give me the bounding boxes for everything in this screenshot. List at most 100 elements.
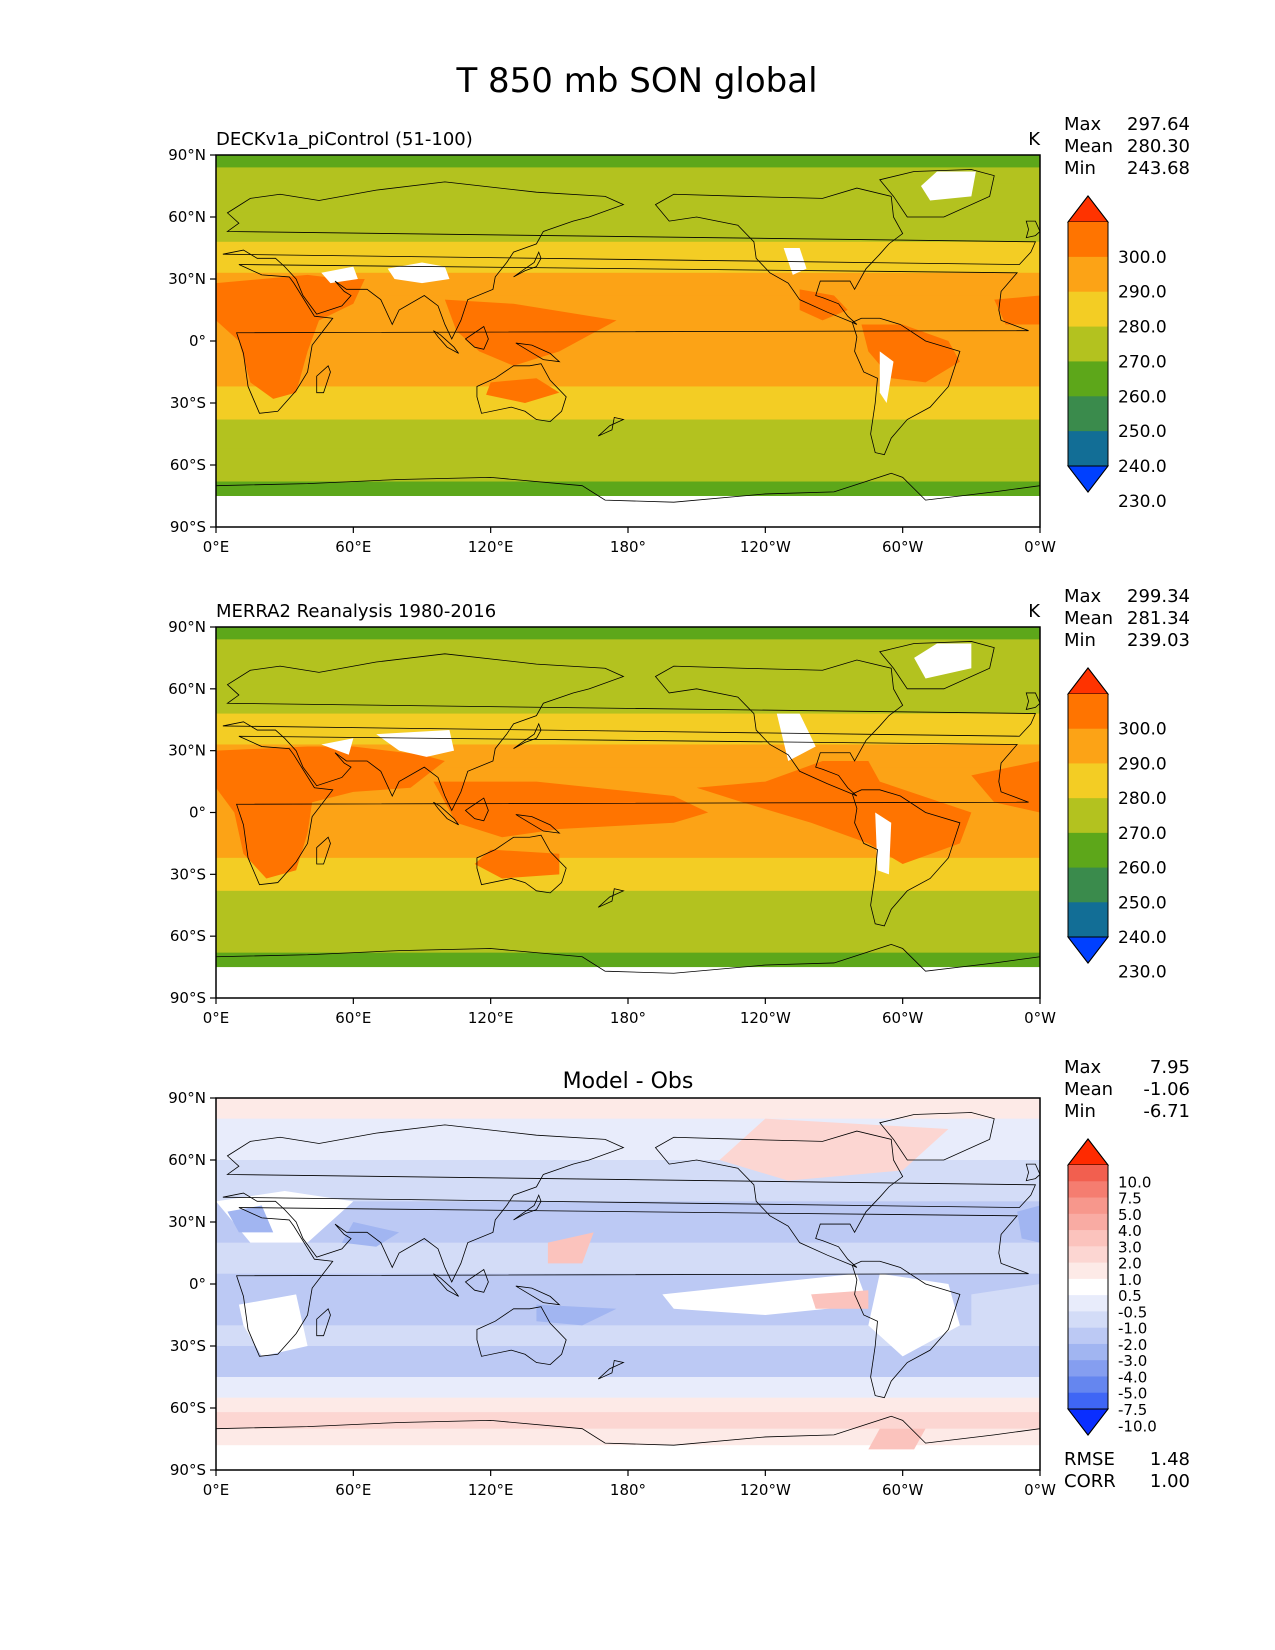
y-tick-label: 60°S — [170, 927, 206, 945]
coastline — [851, 789, 961, 927]
coastline — [476, 1306, 567, 1366]
stat-label-mean: Mean — [1064, 1079, 1113, 1100]
x-tick-label: 60°W — [882, 1009, 924, 1027]
coastline — [597, 416, 625, 437]
figure-title: T 850 mb SON global — [455, 61, 817, 101]
coastline — [464, 325, 489, 350]
coastline — [851, 1260, 961, 1399]
colorbar-label: 290.0 — [1118, 754, 1167, 774]
y-tick-label: 30°S — [170, 394, 206, 412]
colorbar-segment — [1068, 694, 1108, 730]
x-tick-label: 120°E — [468, 1009, 514, 1027]
coastline — [216, 1415, 1040, 1470]
y-tick-label: 90°S — [170, 518, 206, 536]
stat-value-min: 243.68 — [1127, 158, 1190, 179]
coastline — [464, 797, 489, 822]
stat-value-rmse: 1.48 — [1150, 1449, 1190, 1470]
stats-box: Max 7.95 Mean -1.06 Min -6.71 RMSE 1.48 CORR 1.00 — [1064, 1057, 1190, 1492]
colorbar-segment — [1068, 1246, 1108, 1264]
colorbar-label: -0.5 — [1118, 1303, 1147, 1321]
coastline — [515, 342, 561, 363]
coastline — [879, 169, 995, 218]
y-tick-label: 60°N — [168, 1151, 206, 1169]
stat-value-min: -6.71 — [1143, 1101, 1190, 1122]
coastline — [316, 1308, 331, 1337]
difference-map — [216, 1098, 1040, 1470]
stat-label-mean: Mean — [1064, 608, 1113, 629]
colorbar-label: 1.0 — [1118, 1271, 1142, 1289]
colorbar-label: 260.0 — [1118, 859, 1167, 879]
colorbar-label: 300.0 — [1118, 248, 1167, 268]
x-tick-label: 0°W — [1024, 538, 1056, 556]
colorbar-segment — [1068, 832, 1108, 869]
x-tick-label: 180° — [610, 538, 646, 556]
colorbar-segment — [1068, 728, 1108, 764]
colorbar-segment — [1068, 1278, 1108, 1296]
colorbar-label: 270.0 — [1118, 352, 1167, 372]
colorbar: 300.0 290.0 280.0 270.0 260.0 250.0 240.0 230.0 — [1066, 667, 1167, 983]
x-tick-label: 120°W — [740, 1481, 791, 1499]
colorbar-label: 4.0 — [1118, 1222, 1142, 1240]
colorbar-segment — [1068, 763, 1108, 799]
stat-label-max: Max — [1064, 114, 1102, 135]
coastline — [597, 888, 625, 908]
coastline — [515, 1285, 561, 1306]
colorbar-segment — [1068, 1295, 1108, 1312]
stat-value-max: 297.64 — [1127, 114, 1190, 135]
y-tick-label: 30°N — [168, 742, 206, 760]
colorbar-label: 290.0 — [1118, 283, 1167, 303]
y-tick-label: 0° — [189, 804, 206, 822]
stat-label-max: Max — [1064, 586, 1102, 607]
x-tick-label: 0°E — [203, 538, 230, 556]
colorbar-label: -2.0 — [1118, 1336, 1147, 1354]
stat-value-max: 299.34 — [1127, 586, 1190, 607]
colorbar: 10.07.55.04.03.02.01.00.5-0.5-1.0-2.0-3.… — [1066, 1138, 1157, 1436]
temperature-map — [216, 627, 1040, 998]
coastline — [216, 943, 1040, 998]
coastline — [654, 659, 904, 797]
x-tick-label: 0°W — [1024, 1481, 1056, 1499]
x-tick-label: 120°W — [740, 1009, 791, 1027]
coastline — [513, 722, 542, 749]
stats-box: Max 299.34 Mean 281.34 Min 239.03 — [1064, 586, 1190, 651]
coastline — [1025, 1163, 1040, 1182]
colorbar-segment — [1068, 256, 1108, 293]
colorbar-segment — [1068, 1197, 1108, 1215]
colorbar-extend-min — [1066, 465, 1110, 493]
colorbar-segment — [1068, 1311, 1108, 1329]
x-tick-label: 120°W — [740, 538, 791, 556]
y-tick-label: 60°N — [168, 680, 206, 698]
x-tick-label: 180° — [610, 1481, 646, 1499]
colorbar-segment — [1068, 867, 1108, 903]
axes: 0°E 60°E 120°E 180° 120°W 60°W 0°W 90°N 60°N 30°N… — [168, 618, 1056, 1027]
axes: 0°E 60°E 120°E 180° 120°W 60°W 0°W 90°N 60°N 30°N… — [168, 1089, 1056, 1499]
coastline — [654, 187, 904, 325]
colorbar-segment — [1068, 431, 1108, 467]
y-tick-label: 90°S — [170, 1461, 206, 1479]
coastline — [316, 836, 331, 865]
coastline — [433, 330, 459, 354]
y-tick-label: 30°N — [168, 1213, 206, 1231]
stat-label-min: Min — [1064, 1101, 1096, 1122]
coastline — [433, 801, 459, 826]
coastline — [433, 1273, 459, 1297]
coastline — [513, 1194, 542, 1221]
x-tick-label: 60°W — [882, 538, 924, 556]
colorbar-label: -7.5 — [1118, 1401, 1147, 1419]
axes: 0°E 60°E 120°E 180° 120°W 60°W 0°W 90°N 60°N 30°N… — [168, 146, 1056, 556]
units-label: K — [1028, 601, 1041, 622]
coastline — [515, 814, 561, 834]
colorbar-label: 280.0 — [1118, 318, 1167, 338]
colorbar-extend-max — [1066, 195, 1110, 223]
colorbar-label: 250.0 — [1118, 893, 1167, 913]
coastline — [513, 251, 542, 278]
colorbar-segment — [1068, 1392, 1108, 1410]
x-tick-label: 0°W — [1024, 1009, 1056, 1027]
stat-value-max: 7.95 — [1150, 1057, 1190, 1078]
x-tick-label: 60°W — [882, 1481, 924, 1499]
coastline — [879, 641, 995, 690]
colorbar-segment — [1068, 1343, 1108, 1361]
colorbar-segment — [1068, 1165, 1108, 1182]
coastline — [236, 264, 1029, 414]
